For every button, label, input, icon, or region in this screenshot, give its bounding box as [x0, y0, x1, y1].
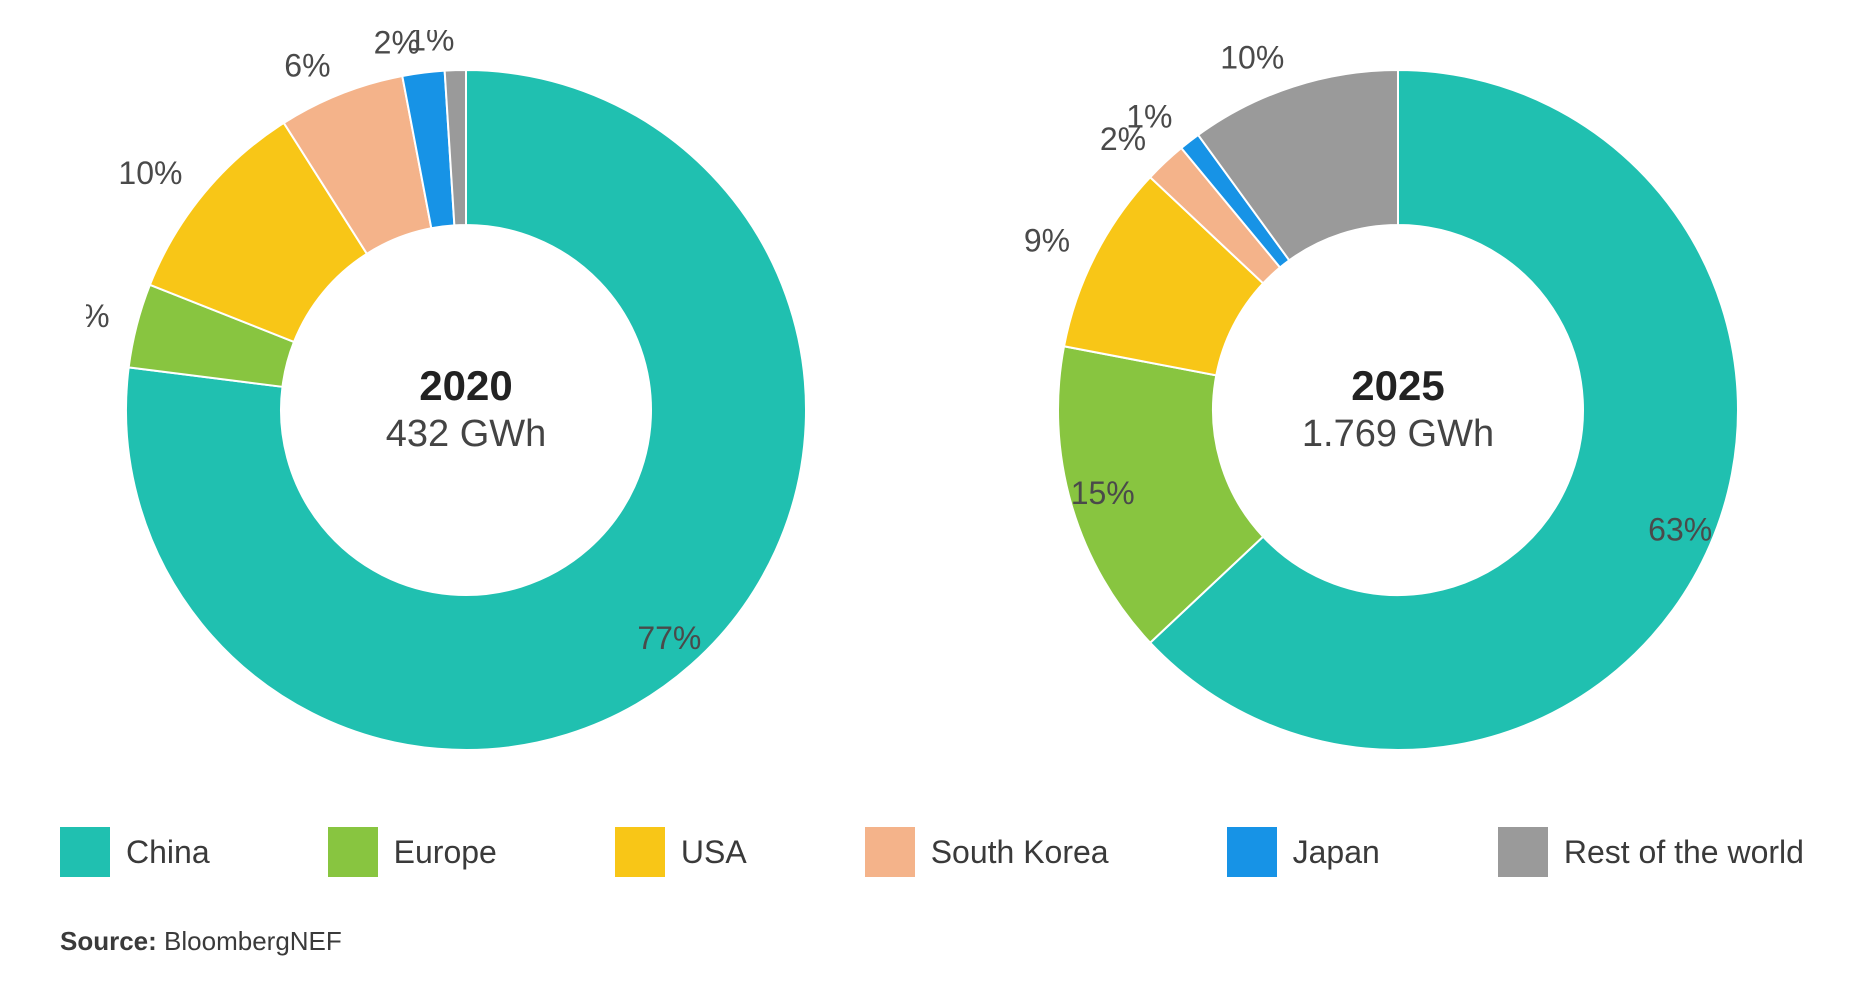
legend-swatch — [1227, 827, 1277, 877]
slice-label: 63% — [1648, 512, 1712, 548]
legend-label: Europe — [394, 834, 497, 871]
legend-item: Rest of the world — [1498, 827, 1804, 877]
center-year-2025: 2025 — [1302, 361, 1494, 411]
charts-row: 77%4%10%6%2%1% 2020 432 GWh 63%15%9%2%1%… — [0, 20, 1864, 800]
legend-item: South Korea — [865, 827, 1109, 877]
source-label: Source: — [60, 926, 157, 956]
legend-label: USA — [681, 834, 747, 871]
legend-item: China — [60, 827, 210, 877]
slice-label: 10% — [1220, 39, 1284, 75]
center-value-2025: 1.769 GWh — [1302, 411, 1494, 459]
slice-label: 1% — [1126, 99, 1172, 135]
legend-item: USA — [615, 827, 747, 877]
legend-label: Japan — [1293, 834, 1380, 871]
slice-label: 6% — [284, 47, 330, 83]
center-label-2025: 2025 1.769 GWh — [1302, 361, 1494, 459]
legend-swatch — [615, 827, 665, 877]
slice-label: 1% — [408, 30, 454, 58]
legend-item: Japan — [1227, 827, 1380, 877]
donut-chart-2020: 77%4%10%6%2%1% 2020 432 GWh — [86, 30, 846, 790]
legend-swatch — [328, 827, 378, 877]
slice-label: 4% — [86, 298, 110, 334]
center-year-2020: 2020 — [386, 361, 547, 411]
slice-label: 15% — [1071, 475, 1135, 511]
legend-label: Rest of the world — [1564, 834, 1804, 871]
source-text: BloombergNEF — [164, 926, 342, 956]
slice-label: 77% — [637, 620, 701, 656]
slice-label: 9% — [1024, 222, 1070, 258]
legend-swatch — [1498, 827, 1548, 877]
legend-label: China — [126, 834, 210, 871]
slice-label: 10% — [118, 155, 182, 191]
legend-label: South Korea — [931, 834, 1109, 871]
legend-item: Europe — [328, 827, 497, 877]
donut-chart-2025: 63%15%9%2%1%10% 2025 1.769 GWh — [1018, 30, 1778, 790]
source-line: Source: BloombergNEF — [60, 926, 342, 957]
chart-page: 77%4%10%6%2%1% 2020 432 GWh 63%15%9%2%1%… — [0, 0, 1864, 987]
legend-swatch — [865, 827, 915, 877]
legend: China Europe USA South Korea Japan Rest of th… — [60, 827, 1804, 877]
legend-swatch — [60, 827, 110, 877]
center-value-2020: 432 GWh — [386, 411, 547, 459]
center-label-2020: 2020 432 GWh — [386, 361, 547, 459]
